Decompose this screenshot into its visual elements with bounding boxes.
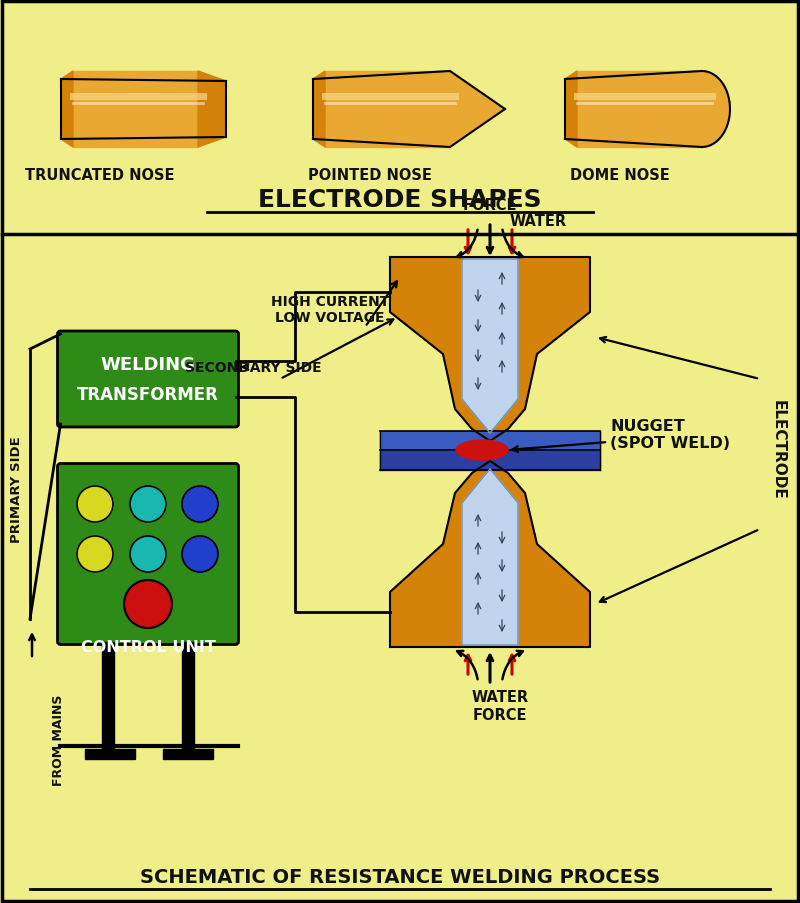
Circle shape (77, 536, 113, 573)
Polygon shape (390, 257, 590, 442)
Bar (380, 452, 600, 470)
Polygon shape (577, 72, 702, 148)
Circle shape (130, 536, 166, 573)
Polygon shape (198, 72, 226, 148)
Bar (85, 749, 135, 759)
Text: POINTED NOSE: POINTED NOSE (308, 168, 432, 182)
FancyBboxPatch shape (58, 331, 238, 427)
Polygon shape (565, 72, 577, 148)
Circle shape (77, 487, 113, 523)
Bar (182, 642, 194, 749)
Text: FROM MAINS: FROM MAINS (51, 694, 65, 785)
Polygon shape (450, 72, 505, 148)
Bar (380, 432, 600, 451)
Bar (163, 749, 213, 759)
Ellipse shape (456, 441, 508, 461)
Polygon shape (702, 72, 730, 148)
Text: SECONDARY SIDE: SECONDARY SIDE (185, 360, 322, 375)
Circle shape (182, 487, 218, 523)
Polygon shape (313, 72, 325, 148)
Polygon shape (325, 72, 450, 148)
Polygon shape (73, 72, 198, 148)
Text: WATER: WATER (510, 214, 567, 229)
Text: SCHEMATIC OF RESISTANCE WELDING PROCESS: SCHEMATIC OF RESISTANCE WELDING PROCESS (140, 868, 660, 887)
Text: TRANSFORMER: TRANSFORMER (77, 386, 219, 404)
Text: WATER: WATER (471, 690, 529, 704)
Text: WELDING: WELDING (101, 356, 195, 374)
Circle shape (130, 487, 166, 523)
Text: TRUNCATED NOSE: TRUNCATED NOSE (26, 168, 174, 182)
Text: ELECTRODE: ELECTRODE (770, 400, 786, 499)
Polygon shape (61, 72, 73, 148)
Circle shape (182, 536, 218, 573)
Text: FORCE: FORCE (462, 199, 518, 213)
Text: HIGH CURRENT
LOW VOLTAGE: HIGH CURRENT LOW VOLTAGE (271, 294, 389, 325)
Circle shape (124, 581, 172, 628)
Text: CONTROL UNIT: CONTROL UNIT (81, 640, 215, 655)
Text: FORCE: FORCE (473, 708, 527, 722)
Text: NUGGET
(SPOT WELD): NUGGET (SPOT WELD) (610, 418, 730, 451)
Text: PRIMARY SIDE: PRIMARY SIDE (10, 436, 23, 543)
Bar (102, 642, 114, 749)
FancyBboxPatch shape (58, 464, 238, 645)
Text: ELECTRODE SHAPES: ELECTRODE SHAPES (258, 188, 542, 212)
Text: DOME NOSE: DOME NOSE (570, 168, 670, 182)
Polygon shape (462, 470, 518, 646)
Polygon shape (462, 260, 518, 433)
Polygon shape (390, 461, 590, 647)
